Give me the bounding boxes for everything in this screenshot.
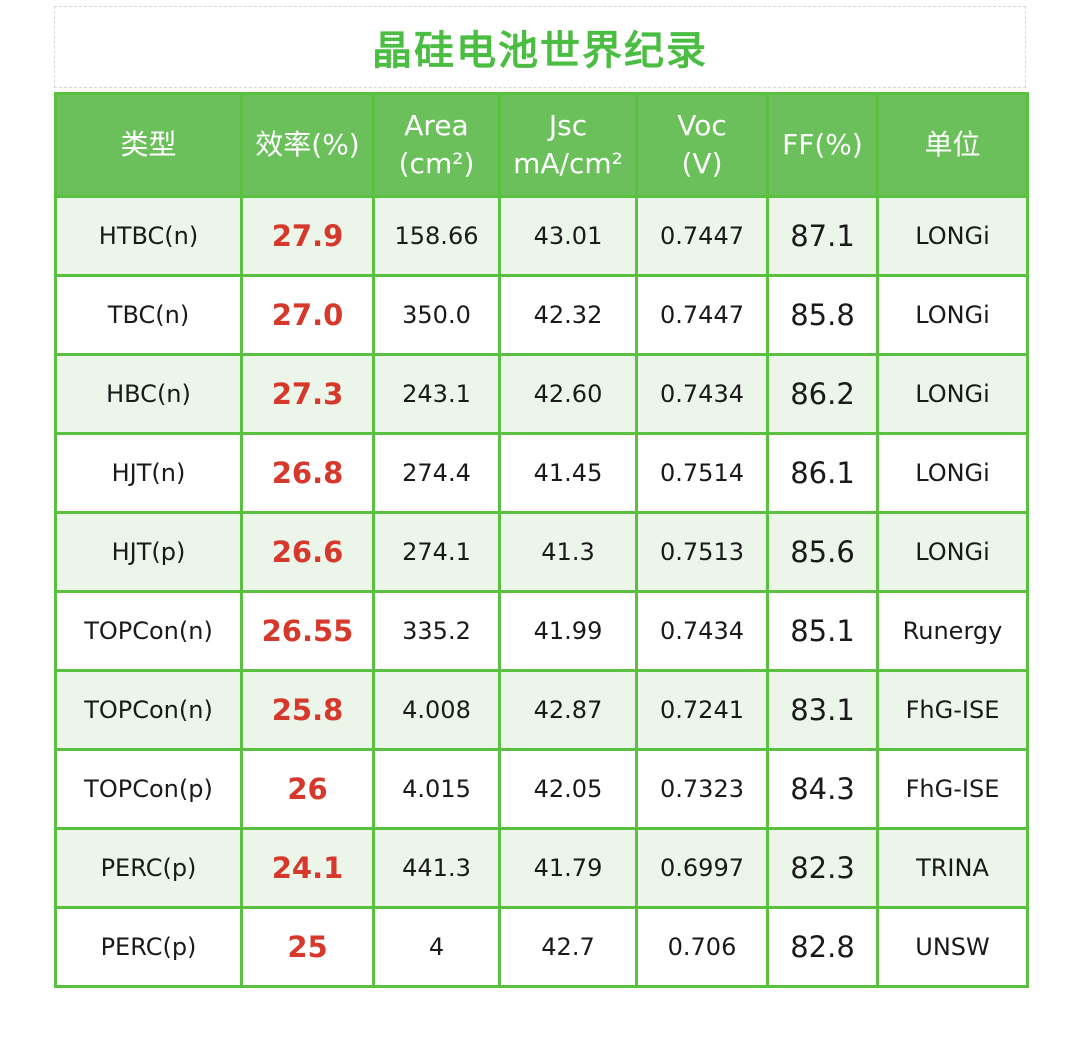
cell-unit: LONGi — [876, 195, 1029, 277]
table-row: HJT(p) 26.6 274.1 41.3 0.7513 85.6 LONGi — [54, 511, 1029, 593]
cell-efficiency: 26 — [240, 748, 375, 830]
table-row: TOPCon(p) 26 4.015 42.05 0.7323 84.3 FhG… — [54, 748, 1029, 830]
cell-type: TBC(n) — [54, 274, 243, 356]
cell-area: 350.0 — [372, 274, 501, 356]
cell-efficiency: 27.0 — [240, 274, 375, 356]
header-jsc: Jsc mA/cm² — [498, 92, 638, 198]
cell-efficiency: 26.6 — [240, 511, 375, 593]
cell-voc: 0.6997 — [635, 827, 769, 909]
cell-ff: 87.1 — [766, 195, 879, 277]
table-header: 类型 效率(%) Area (cm²) Jsc mA/cm² Voc (V) F… — [54, 92, 1029, 198]
cell-voc: 0.706 — [635, 906, 769, 988]
cell-jsc: 42.7 — [498, 906, 638, 988]
cell-area: 4 — [372, 906, 501, 988]
cell-jsc: 41.99 — [498, 590, 638, 672]
cell-unit: FhG-ISE — [876, 748, 1029, 830]
cell-voc: 0.7447 — [635, 195, 769, 277]
cell-jsc: 41.79 — [498, 827, 638, 909]
page-title: 晶硅电池世界纪录 — [372, 28, 708, 74]
cell-unit: LONGi — [876, 274, 1029, 356]
cell-efficiency: 26.55 — [240, 590, 375, 672]
table-row: PERC(p) 25 4 42.7 0.706 82.8 UNSW — [54, 906, 1029, 988]
cell-unit: Runergy — [876, 590, 1029, 672]
table-row: HTBC(n) 27.9 158.66 43.01 0.7447 87.1 LO… — [54, 195, 1029, 277]
cell-voc: 0.7447 — [635, 274, 769, 356]
cell-jsc: 42.05 — [498, 748, 638, 830]
cell-type: TOPCon(n) — [54, 590, 243, 672]
header-efficiency: 效率(%) — [240, 92, 375, 198]
cell-type: TOPCon(p) — [54, 748, 243, 830]
cell-jsc: 42.87 — [498, 669, 638, 751]
cell-voc: 0.7434 — [635, 353, 769, 435]
cell-efficiency: 27.3 — [240, 353, 375, 435]
cell-unit: LONGi — [876, 511, 1029, 593]
header-voc: Voc (V) — [635, 92, 769, 198]
cell-jsc: 41.3 — [498, 511, 638, 593]
cell-area: 335.2 — [372, 590, 501, 672]
header-unit: 单位 — [876, 92, 1029, 198]
cell-jsc: 42.32 — [498, 274, 638, 356]
cell-jsc: 41.45 — [498, 432, 638, 514]
table-row: TBC(n) 27.0 350.0 42.32 0.7447 85.8 LONG… — [54, 274, 1029, 356]
cell-voc: 0.7241 — [635, 669, 769, 751]
table-row: HJT(n) 26.8 274.4 41.45 0.7514 86.1 LONG… — [54, 432, 1029, 514]
cell-jsc: 42.60 — [498, 353, 638, 435]
header-row: 类型 效率(%) Area (cm²) Jsc mA/cm² Voc (V) F… — [54, 92, 1029, 198]
table-row: TOPCon(n) 26.55 335.2 41.99 0.7434 85.1 … — [54, 590, 1029, 672]
cell-efficiency: 25.8 — [240, 669, 375, 751]
cell-ff: 85.6 — [766, 511, 879, 593]
cell-ff: 86.1 — [766, 432, 879, 514]
table-row: TOPCon(n) 25.8 4.008 42.87 0.7241 83.1 F… — [54, 669, 1029, 751]
cell-type: HJT(p) — [54, 511, 243, 593]
cell-jsc: 43.01 — [498, 195, 638, 277]
cell-area: 4.008 — [372, 669, 501, 751]
table-row: PERC(p) 24.1 441.3 41.79 0.6997 82.3 TRI… — [54, 827, 1029, 909]
cell-unit: LONGi — [876, 432, 1029, 514]
cell-efficiency: 26.8 — [240, 432, 375, 514]
cell-area: 243.1 — [372, 353, 501, 435]
cell-ff: 85.8 — [766, 274, 879, 356]
cell-ff: 84.3 — [766, 748, 879, 830]
header-type: 类型 — [54, 92, 243, 198]
cell-type: TOPCon(n) — [54, 669, 243, 751]
cell-unit: UNSW — [876, 906, 1029, 988]
cell-ff: 82.3 — [766, 827, 879, 909]
cell-area: 441.3 — [372, 827, 501, 909]
cell-efficiency: 25 — [240, 906, 375, 988]
title-box: 晶硅电池世界纪录 — [54, 6, 1026, 88]
table-row: HBC(n) 27.3 243.1 42.60 0.7434 86.2 LONG… — [54, 353, 1029, 435]
cell-efficiency: 24.1 — [240, 827, 375, 909]
cell-area: 158.66 — [372, 195, 501, 277]
cell-ff: 86.2 — [766, 353, 879, 435]
cell-ff: 82.8 — [766, 906, 879, 988]
cell-type: HBC(n) — [54, 353, 243, 435]
cell-area: 274.4 — [372, 432, 501, 514]
cell-unit: TRINA — [876, 827, 1029, 909]
cell-area: 4.015 — [372, 748, 501, 830]
records-table: 类型 效率(%) Area (cm²) Jsc mA/cm² Voc (V) F… — [54, 92, 1029, 988]
cell-unit: FhG-ISE — [876, 669, 1029, 751]
cell-unit: LONGi — [876, 353, 1029, 435]
table-body: HTBC(n) 27.9 158.66 43.01 0.7447 87.1 LO… — [54, 195, 1029, 988]
cell-ff: 83.1 — [766, 669, 879, 751]
cell-voc: 0.7513 — [635, 511, 769, 593]
header-ff: FF(%) — [766, 92, 879, 198]
cell-efficiency: 27.9 — [240, 195, 375, 277]
cell-type: PERC(p) — [54, 827, 243, 909]
cell-voc: 0.7514 — [635, 432, 769, 514]
cell-type: PERC(p) — [54, 906, 243, 988]
cell-voc: 0.7434 — [635, 590, 769, 672]
cell-area: 274.1 — [372, 511, 501, 593]
cell-type: HTBC(n) — [54, 195, 243, 277]
header-area: Area (cm²) — [372, 92, 501, 198]
cell-type: HJT(n) — [54, 432, 243, 514]
cell-voc: 0.7323 — [635, 748, 769, 830]
cell-ff: 85.1 — [766, 590, 879, 672]
